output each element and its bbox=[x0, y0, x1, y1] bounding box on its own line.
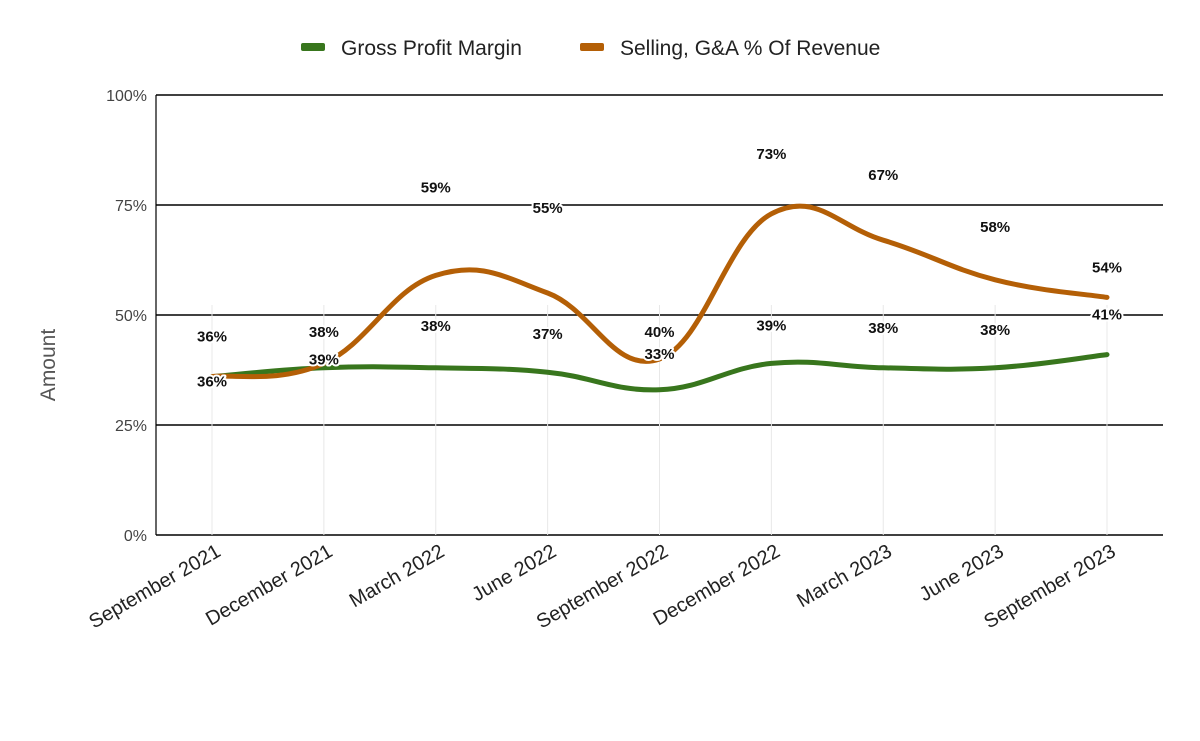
series-line-selling-ga bbox=[209, 203, 1110, 380]
data-label-selling-ga: 58% bbox=[980, 219, 1010, 236]
data-label-selling-ga: 55% bbox=[533, 200, 563, 217]
x-tick-label: June 2022 bbox=[468, 540, 560, 606]
legend-swatch-selling-ga bbox=[580, 43, 604, 51]
data-label-selling-ga: 54% bbox=[1092, 259, 1122, 276]
y-tick-label: 75% bbox=[115, 198, 147, 215]
series-line-gross-profit-margin bbox=[209, 352, 1110, 393]
x-tick-label: March 2022 bbox=[346, 540, 448, 612]
data-label-gross-profit-margin: 38% bbox=[309, 324, 339, 341]
data-label-selling-ga: 67% bbox=[868, 167, 898, 184]
data-label-selling-ga: 36% bbox=[197, 374, 227, 391]
data-label-gross-profit-margin: 38% bbox=[980, 322, 1010, 339]
data-label-gross-profit-margin: 38% bbox=[421, 318, 451, 335]
data-label-gross-profit-margin: 38% bbox=[868, 320, 898, 337]
x-tick-label: September 2021 bbox=[85, 540, 224, 633]
data-label-gross-profit-margin: 41% bbox=[1092, 307, 1122, 324]
data-label-selling-ga: 59% bbox=[421, 179, 451, 196]
legend-label-gross-profit-margin: Gross Profit Margin bbox=[341, 37, 522, 60]
data-label-selling-ga: 39% bbox=[309, 351, 339, 368]
data-label-selling-ga: 73% bbox=[756, 146, 786, 163]
data-label-selling-ga: 40% bbox=[644, 324, 674, 341]
x-tick-label: June 2023 bbox=[916, 540, 1008, 606]
legend-label-selling-ga: Selling, G&A % Of Revenue bbox=[620, 37, 880, 60]
data-label-gross-profit-margin: 36% bbox=[197, 329, 227, 346]
y-tick-label: 0% bbox=[124, 528, 147, 545]
x-tick-label: March 2023 bbox=[793, 540, 895, 612]
data-label-gross-profit-margin: 33% bbox=[644, 346, 674, 363]
data-label-gross-profit-margin: 37% bbox=[533, 326, 563, 343]
y-axis-title: Amount bbox=[37, 329, 60, 402]
data-label-gross-profit-margin: 39% bbox=[756, 317, 786, 334]
y-tick-label: 50% bbox=[115, 308, 147, 325]
x-tick-label: December 2022 bbox=[650, 540, 784, 630]
y-tick-label: 25% bbox=[115, 418, 147, 435]
y-tick-label: 100% bbox=[106, 88, 147, 105]
legend-swatch-gross-profit-margin bbox=[301, 43, 325, 51]
x-tick-label: December 2021 bbox=[202, 540, 336, 630]
legend: Gross Profit Margin Selling, G&A % Of Re… bbox=[301, 37, 880, 60]
